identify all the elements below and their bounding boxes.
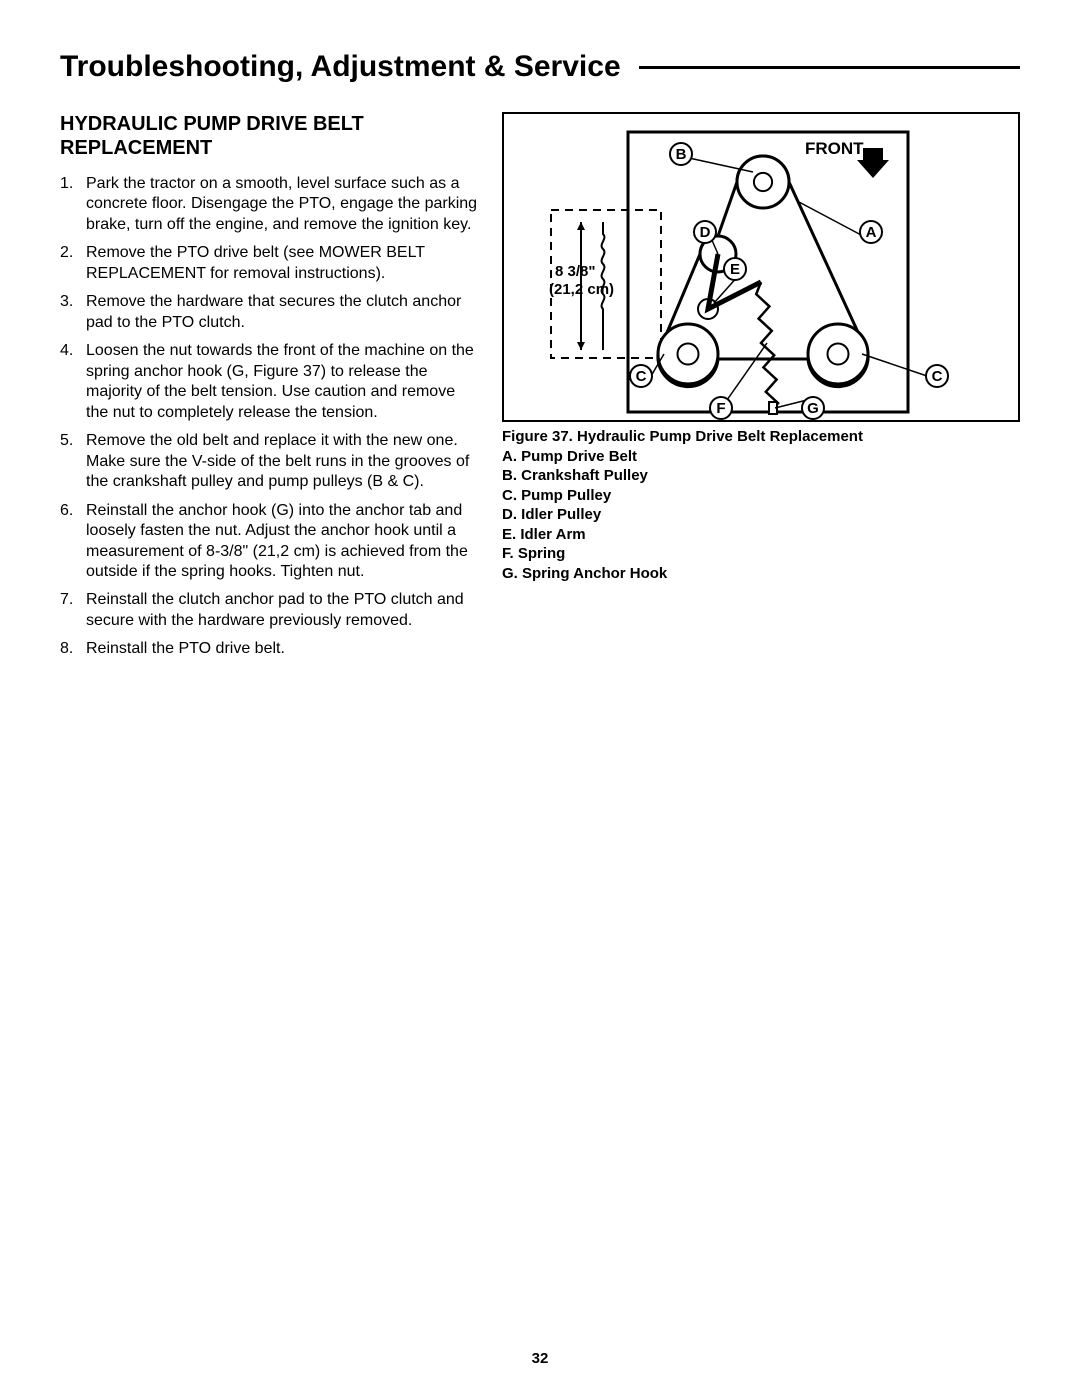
svg-text:G: G <box>807 400 819 417</box>
legend-item: F. Spring <box>502 544 1020 564</box>
figure-box: 8 3/8"(21,2 cm) FRONT B D A E C C F G <box>502 112 1020 422</box>
legend-item: D. Idler Pulley <box>502 505 1020 525</box>
svg-text:FRONT: FRONT <box>805 139 864 158</box>
figure-caption: Figure 37. Hydraulic Pump Drive Belt Rep… <box>502 428 1020 447</box>
svg-text:C: C <box>932 368 943 385</box>
page-number: 32 <box>0 1350 1080 1367</box>
svg-text:A: A <box>866 224 877 241</box>
svg-text:B: B <box>676 146 687 163</box>
svg-text:D: D <box>700 224 711 241</box>
right-column: 8 3/8"(21,2 cm) FRONT B D A E C C F G Figure 37. … <box>502 112 1020 668</box>
legend-item: B. Crankshaft Pulley <box>502 466 1020 486</box>
chapter-rule <box>639 66 1020 69</box>
legend-item: G. Spring Anchor Hook <box>502 564 1020 584</box>
chapter-header: Troubleshooting, Adjustment & Service <box>60 50 1020 84</box>
legend-item: A. Pump Drive Belt <box>502 447 1020 467</box>
step-item: Park the tractor on a smooth, level surf… <box>60 174 480 235</box>
svg-text:(21,2 cm): (21,2 cm) <box>549 281 614 298</box>
legend-item: C. Pump Pulley <box>502 486 1020 506</box>
figure-legend: A. Pump Drive Belt B. Crankshaft Pulley … <box>502 447 1020 584</box>
step-item: Remove the PTO drive belt (see MOWER BEL… <box>60 243 480 284</box>
step-item: Reinstall the PTO drive belt. <box>60 639 480 659</box>
step-item: Remove the old belt and replace it with … <box>60 431 480 492</box>
legend-item: E. Idler Arm <box>502 525 1020 545</box>
svg-text:C: C <box>636 368 647 385</box>
step-item: Reinstall the clutch anchor pad to the P… <box>60 590 480 631</box>
procedure-steps: Park the tractor on a smooth, level surf… <box>60 174 480 660</box>
svg-text:8 3/8": 8 3/8" <box>555 263 595 280</box>
svg-text:E: E <box>730 261 740 278</box>
step-item: Remove the hardware that secures the clu… <box>60 292 480 333</box>
section-heading: HYDRAULIC PUMP DRIVE BELT REPLACEMENT <box>60 112 480 160</box>
belt-diagram-svg: 8 3/8"(21,2 cm) FRONT B D A E C C F G <box>504 114 1018 420</box>
left-column: HYDRAULIC PUMP DRIVE BELT REPLACEMENT Pa… <box>60 112 480 668</box>
chapter-title: Troubleshooting, Adjustment & Service <box>60 50 621 84</box>
step-item: Loosen the nut towards the front of the … <box>60 341 480 423</box>
step-item: Reinstall the anchor hook (G) into the a… <box>60 501 480 583</box>
svg-text:F: F <box>716 400 725 417</box>
